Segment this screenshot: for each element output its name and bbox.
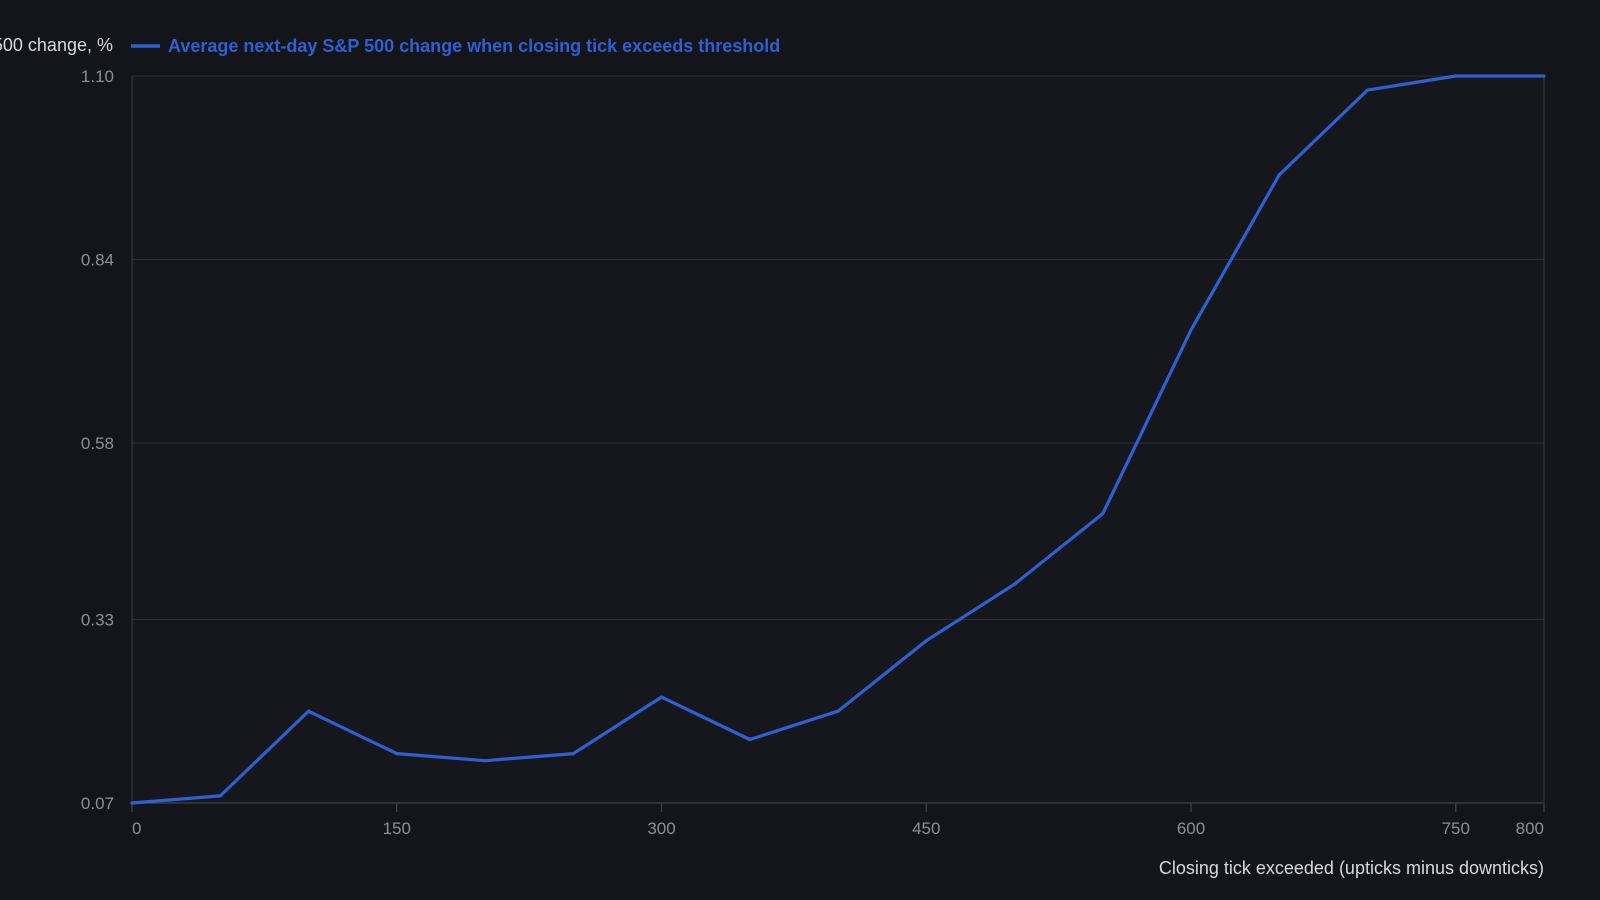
data-point xyxy=(483,759,487,763)
data-point xyxy=(1365,88,1370,92)
x-tick-label: 450 xyxy=(912,819,940,838)
series-lines xyxy=(130,74,1546,805)
data-point xyxy=(924,639,928,643)
data-point xyxy=(659,695,664,699)
x-tick-label: 600 xyxy=(1177,819,1205,838)
x-tick-label: 300 xyxy=(647,819,675,838)
data-point xyxy=(130,801,134,805)
data-point xyxy=(1012,582,1017,586)
x-tick-label: 750 xyxy=(1442,819,1470,838)
data-point xyxy=(571,751,575,756)
x-tick-label: 0 xyxy=(132,819,141,838)
x-tick-label: 150 xyxy=(383,819,411,838)
data-point xyxy=(306,709,311,713)
y-tick-label: 0.07 xyxy=(81,794,114,813)
tick-labels: 0.07 0.33 0.58 0.84 1.10 0 150 300 450 600 750 800 xyxy=(81,67,1545,838)
data-point xyxy=(1189,328,1193,332)
y-tick-label: 0.84 xyxy=(81,251,114,270)
data-point xyxy=(1101,512,1105,516)
data-point xyxy=(748,737,752,742)
y-tick-label: 0.33 xyxy=(81,610,114,629)
legend-label: Average next-day S&P 500 change when clo… xyxy=(168,36,780,56)
x-axis-title: Closing tick exceeded (upticks minus dow… xyxy=(1159,858,1544,878)
data-point xyxy=(218,794,222,798)
legend: Average next-day S&P 500 change when clo… xyxy=(131,36,780,56)
y-tick-label: 0.58 xyxy=(81,434,114,453)
data-point xyxy=(1542,74,1546,78)
x-tick-label: 800 xyxy=(1516,819,1544,838)
y-axis-title: Next-day S&P 500 change, % xyxy=(0,35,113,55)
axes xyxy=(131,76,1545,804)
data-point xyxy=(1277,173,1281,177)
data-point xyxy=(836,709,840,713)
plot-area xyxy=(132,76,1544,803)
data-point xyxy=(395,751,399,756)
data-point xyxy=(1454,74,1458,78)
y-tick-label: 1.10 xyxy=(81,67,114,86)
